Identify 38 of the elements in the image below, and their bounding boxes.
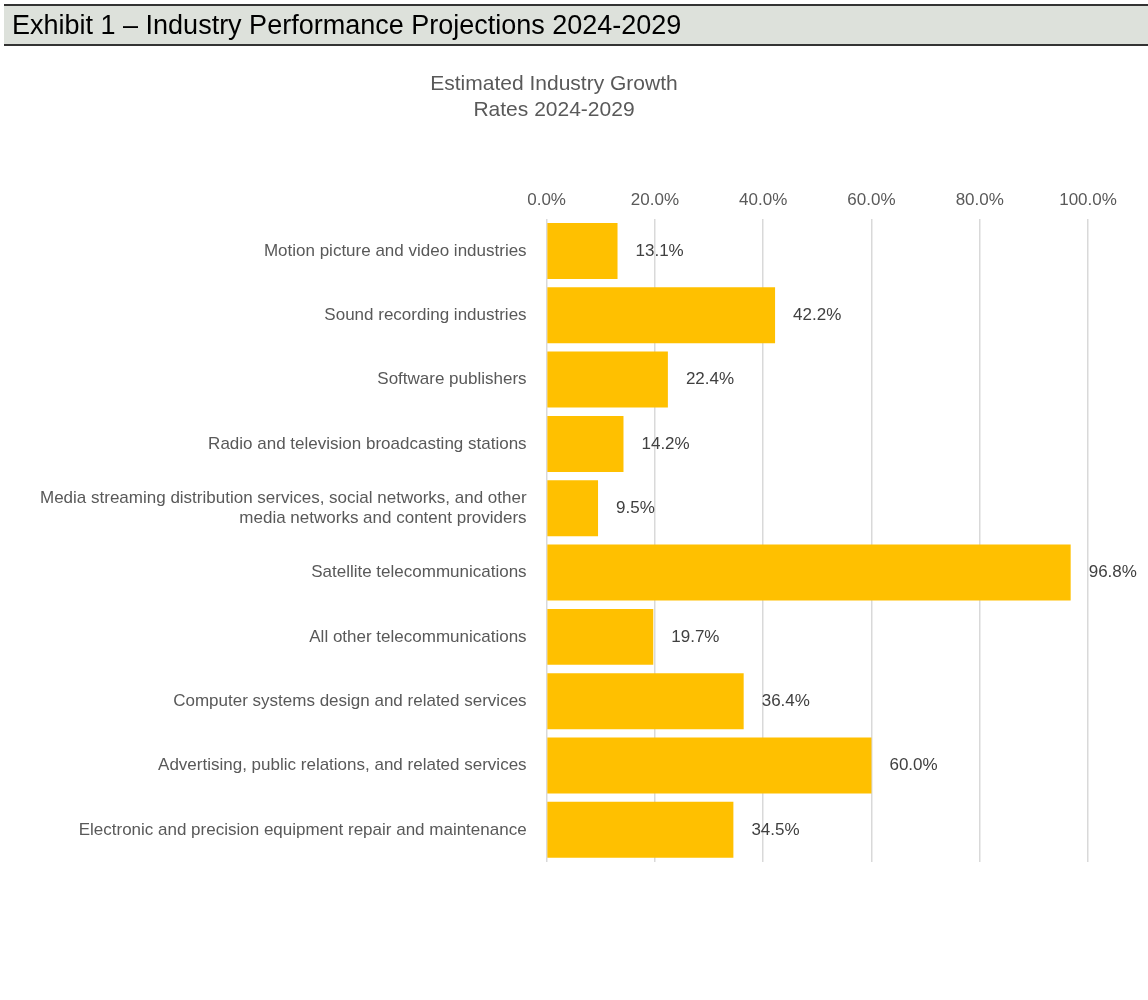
x-tick-label: 20.0% bbox=[630, 190, 679, 210]
data-label: 34.5% bbox=[751, 819, 800, 839]
data-label: 13.1% bbox=[635, 240, 684, 260]
bar bbox=[547, 415, 624, 472]
y-tick-label: Electronic and precision equipment repair and maintenance bbox=[78, 819, 527, 839]
data-label: 14.2% bbox=[641, 433, 690, 453]
data-label: 42.2% bbox=[793, 304, 842, 324]
x-tick-label: 0.0% bbox=[527, 190, 566, 210]
bar bbox=[547, 673, 744, 730]
bar bbox=[547, 222, 618, 279]
y-tick-label: All other telecommunications bbox=[309, 626, 527, 646]
data-label: 19.7% bbox=[671, 626, 720, 646]
y-tick-label: Advertising, public relations, and related services bbox=[158, 755, 527, 775]
bar bbox=[547, 737, 872, 794]
bar bbox=[547, 351, 668, 408]
x-tick-label: 60.0% bbox=[847, 190, 896, 210]
data-label: 9.5% bbox=[616, 497, 655, 517]
data-label: 60.0% bbox=[889, 755, 938, 775]
y-tick-label: Satellite telecommunications bbox=[311, 562, 527, 582]
y-tick-label: Computer systems design and related services bbox=[173, 690, 527, 710]
y-tick-label: Software publishers bbox=[377, 369, 527, 389]
x-tick-label: 40.0% bbox=[739, 190, 788, 210]
data-label: 22.4% bbox=[685, 369, 735, 389]
bar bbox=[547, 287, 776, 344]
bar bbox=[547, 608, 654, 665]
data-label: 96.8% bbox=[1088, 562, 1137, 582]
bar bbox=[547, 544, 1071, 601]
chart-subtitle: Estimated Industry Growth Rates 2024-2029 bbox=[430, 71, 678, 120]
y-tick-label: Motion picture and video industries bbox=[263, 240, 527, 260]
x-tick-label: 100.0% bbox=[1059, 190, 1117, 210]
chart-title: Exhibit 1 – Industry Performance Projections 2024-2029 bbox=[4, 4, 1148, 46]
y-tick-label: Radio and television broadcasting stations bbox=[208, 433, 527, 453]
y-tick-label: Sound recording industries bbox=[324, 304, 527, 324]
bar bbox=[547, 480, 599, 537]
x-tick-label: 80.0% bbox=[955, 190, 1004, 210]
y-tick-label: Media streaming distribution services, social networks, and other media networks and content providers bbox=[40, 487, 527, 528]
data-label: 36.4% bbox=[761, 690, 810, 710]
bar bbox=[547, 801, 734, 858]
